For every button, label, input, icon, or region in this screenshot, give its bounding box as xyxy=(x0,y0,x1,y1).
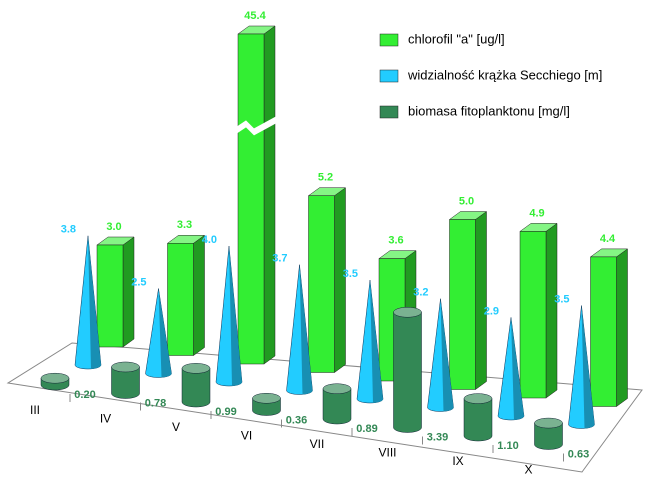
cylinder-top xyxy=(463,393,493,404)
value-label: 3.39 xyxy=(427,431,448,443)
cone xyxy=(74,235,102,370)
legend-label: biomasa fitoplanktonu [mg/l] xyxy=(408,103,570,118)
cylinder xyxy=(534,417,563,450)
value-label: 0.78 xyxy=(145,397,166,409)
x-tick-label: X xyxy=(524,463,532,477)
cylinder xyxy=(393,306,422,433)
cone-shade xyxy=(88,235,102,369)
cylinder-top xyxy=(534,417,563,429)
cylinder xyxy=(322,383,352,425)
cylinder-top xyxy=(252,393,281,404)
x-tick-label: VII xyxy=(310,437,325,451)
value-label: 1.10 xyxy=(497,440,518,452)
cone-shade xyxy=(511,317,525,420)
cylinder-top xyxy=(181,363,211,374)
value-label: 2.5 xyxy=(131,276,146,288)
bar xyxy=(237,33,265,365)
value-label: 3.5 xyxy=(554,293,569,305)
value-label: 4.9 xyxy=(529,207,544,219)
cone-shade xyxy=(158,288,172,378)
cone-shade xyxy=(581,305,595,429)
cylinder-body xyxy=(534,422,563,450)
cone-shade xyxy=(229,246,243,386)
legend-swatch xyxy=(379,69,399,83)
value-label: 5.2 xyxy=(318,172,333,184)
cylinder-top xyxy=(111,361,140,373)
cylinder-body xyxy=(322,388,352,425)
cylinder-body xyxy=(463,398,493,442)
bar-side xyxy=(334,187,346,373)
cone xyxy=(356,279,384,404)
cylinder-body xyxy=(393,311,422,433)
bar xyxy=(519,231,547,399)
value-label: 3.8 xyxy=(61,224,76,236)
cone xyxy=(145,288,172,378)
value-label: 0.99 xyxy=(215,406,236,418)
bar xyxy=(308,195,335,373)
cone xyxy=(568,305,595,429)
x-tick-label: IX xyxy=(452,454,463,468)
cone xyxy=(497,317,525,421)
cylinder xyxy=(40,372,70,391)
cylinder-body xyxy=(111,366,140,399)
legend-swatch xyxy=(379,33,399,47)
cylinder xyxy=(252,393,281,416)
value-label: 0.20 xyxy=(74,389,95,401)
value-label: 4.4 xyxy=(600,233,616,245)
cylinder xyxy=(463,393,493,442)
cylinder xyxy=(111,361,140,399)
bar xyxy=(96,244,124,348)
value-label: 2.9 xyxy=(484,305,499,317)
value-label: 0.36 xyxy=(286,414,307,426)
cylinder-top xyxy=(40,372,70,384)
bar-side xyxy=(122,236,135,348)
x-tick-label: V xyxy=(172,420,180,434)
cone-shade xyxy=(370,280,384,403)
value-label: 3.0 xyxy=(106,221,121,233)
cylinder-body xyxy=(181,368,211,408)
bar-side xyxy=(193,234,205,356)
value-label: 3.7 xyxy=(272,253,287,265)
cylinder xyxy=(181,363,211,408)
x-tick-label: III xyxy=(30,403,40,417)
value-label: 5.0 xyxy=(459,195,474,207)
cone-shade xyxy=(440,298,454,412)
bar xyxy=(167,243,194,356)
legend-label: widzialność krążka Secchiego [m] xyxy=(407,67,602,82)
cone-shade xyxy=(299,264,313,395)
cone xyxy=(215,245,243,387)
legend-swatch xyxy=(379,105,399,119)
bar-side xyxy=(475,211,487,390)
cylinder-top xyxy=(393,306,422,318)
axis-break xyxy=(237,116,276,136)
legend-label: chlorofil "a" [ug/l] xyxy=(408,31,505,46)
cone xyxy=(427,298,454,412)
bar xyxy=(590,256,617,407)
value-label: 3.3 xyxy=(177,219,192,231)
x-tick-label: VIII xyxy=(378,446,396,460)
value-label: 3.2 xyxy=(413,287,428,299)
bar-side xyxy=(263,25,276,365)
value-label: 45.4 xyxy=(244,10,266,22)
x-tick-label: VI xyxy=(241,429,252,443)
cone xyxy=(286,264,313,395)
value-label: 3.5 xyxy=(343,268,358,280)
value-label: 4.0 xyxy=(202,234,217,246)
value-label: 0.89 xyxy=(356,423,377,435)
bar-side xyxy=(545,222,558,399)
value-label: 0.63 xyxy=(568,448,589,460)
bar xyxy=(449,219,476,390)
cylinder-top xyxy=(322,383,352,394)
x-tick-label: IV xyxy=(100,412,111,426)
bar-side xyxy=(616,248,628,407)
value-label: 3.6 xyxy=(388,235,403,247)
